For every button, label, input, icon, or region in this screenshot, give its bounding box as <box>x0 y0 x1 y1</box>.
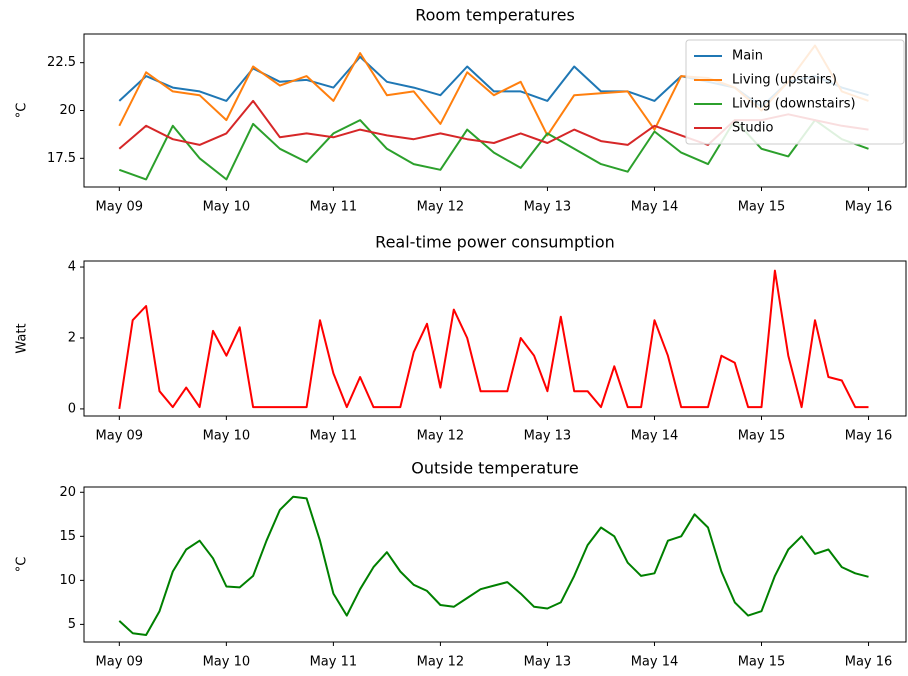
axes-frame <box>83 486 907 643</box>
x-tick-label: May 14 <box>631 655 679 670</box>
x-tick-label: May 15 <box>738 655 786 670</box>
x-tick-label: May 10 <box>203 429 251 444</box>
y-tick-label: 4 <box>68 260 76 275</box>
y-tick-label: 0 <box>68 401 76 416</box>
x-tick-label: May 10 <box>203 200 251 215</box>
chart-title: Outside temperature <box>411 459 578 478</box>
plot-area: Real-time power consumption Watt May 09 May… <box>15 233 907 444</box>
chart-title: Real-time power consumption <box>375 233 615 252</box>
y-axis-label: °C <box>15 557 30 573</box>
x-tick-label: May 15 <box>738 200 786 215</box>
line-series <box>118 269 869 410</box>
legend-label: Main <box>732 49 763 64</box>
x-tick-label: May 12 <box>417 429 465 444</box>
line-series <box>118 495 869 636</box>
x-tick-label: May 10 <box>203 655 251 670</box>
y-tick-label: 2 <box>68 330 76 345</box>
x-tick-label: May 13 <box>524 655 572 670</box>
x-tick-label: May 16 <box>845 429 893 444</box>
x-tick-label: May 16 <box>845 655 893 670</box>
x-tick-label: May 15 <box>738 429 786 444</box>
y-tick-label: 20 <box>59 485 76 500</box>
y-axis-label: Watt <box>15 323 30 353</box>
y-tick-label: 15 <box>59 529 76 544</box>
x-tick-label: May 11 <box>310 429 358 444</box>
legend-box <box>685 39 905 145</box>
x-tick-label: May 12 <box>417 200 465 215</box>
x-tick-label: May 12 <box>417 655 465 670</box>
y-axis-label: °C <box>15 103 30 119</box>
x-tick-label: May 13 <box>524 200 572 215</box>
legend: Main Living (upstairs) Living (downstairs)… <box>685 39 905 145</box>
x-tick-label: May 11 <box>310 655 358 670</box>
legend-label: Living (downstairs) <box>732 97 856 112</box>
x-tick-label: May 09 <box>96 429 144 444</box>
legend-label: Studio <box>732 121 773 136</box>
axes-frame <box>83 260 907 417</box>
chart-title: Room temperatures <box>415 6 575 25</box>
x-tick-label: May 14 <box>631 200 679 215</box>
y-tick-label: 5 <box>68 617 76 632</box>
x-tick-label: May 16 <box>845 200 893 215</box>
x-tick-label: May 09 <box>96 655 144 670</box>
y-tick-label: 22.5 <box>47 55 76 70</box>
legend-label: Living (upstairs) <box>732 73 837 88</box>
y-tick-label: 17.5 <box>47 151 76 166</box>
y-tick-label: 10 <box>59 573 76 588</box>
x-tick-label: May 13 <box>524 429 572 444</box>
x-tick-label: May 09 <box>96 200 144 215</box>
plot-area: Outside temperature °C May 09 May 10 May 11 M… <box>15 459 907 670</box>
x-tick-label: May 14 <box>631 429 679 444</box>
y-tick-label: 20 <box>59 103 76 118</box>
axes-frame <box>83 33 907 188</box>
x-tick-label: May 11 <box>310 200 358 215</box>
